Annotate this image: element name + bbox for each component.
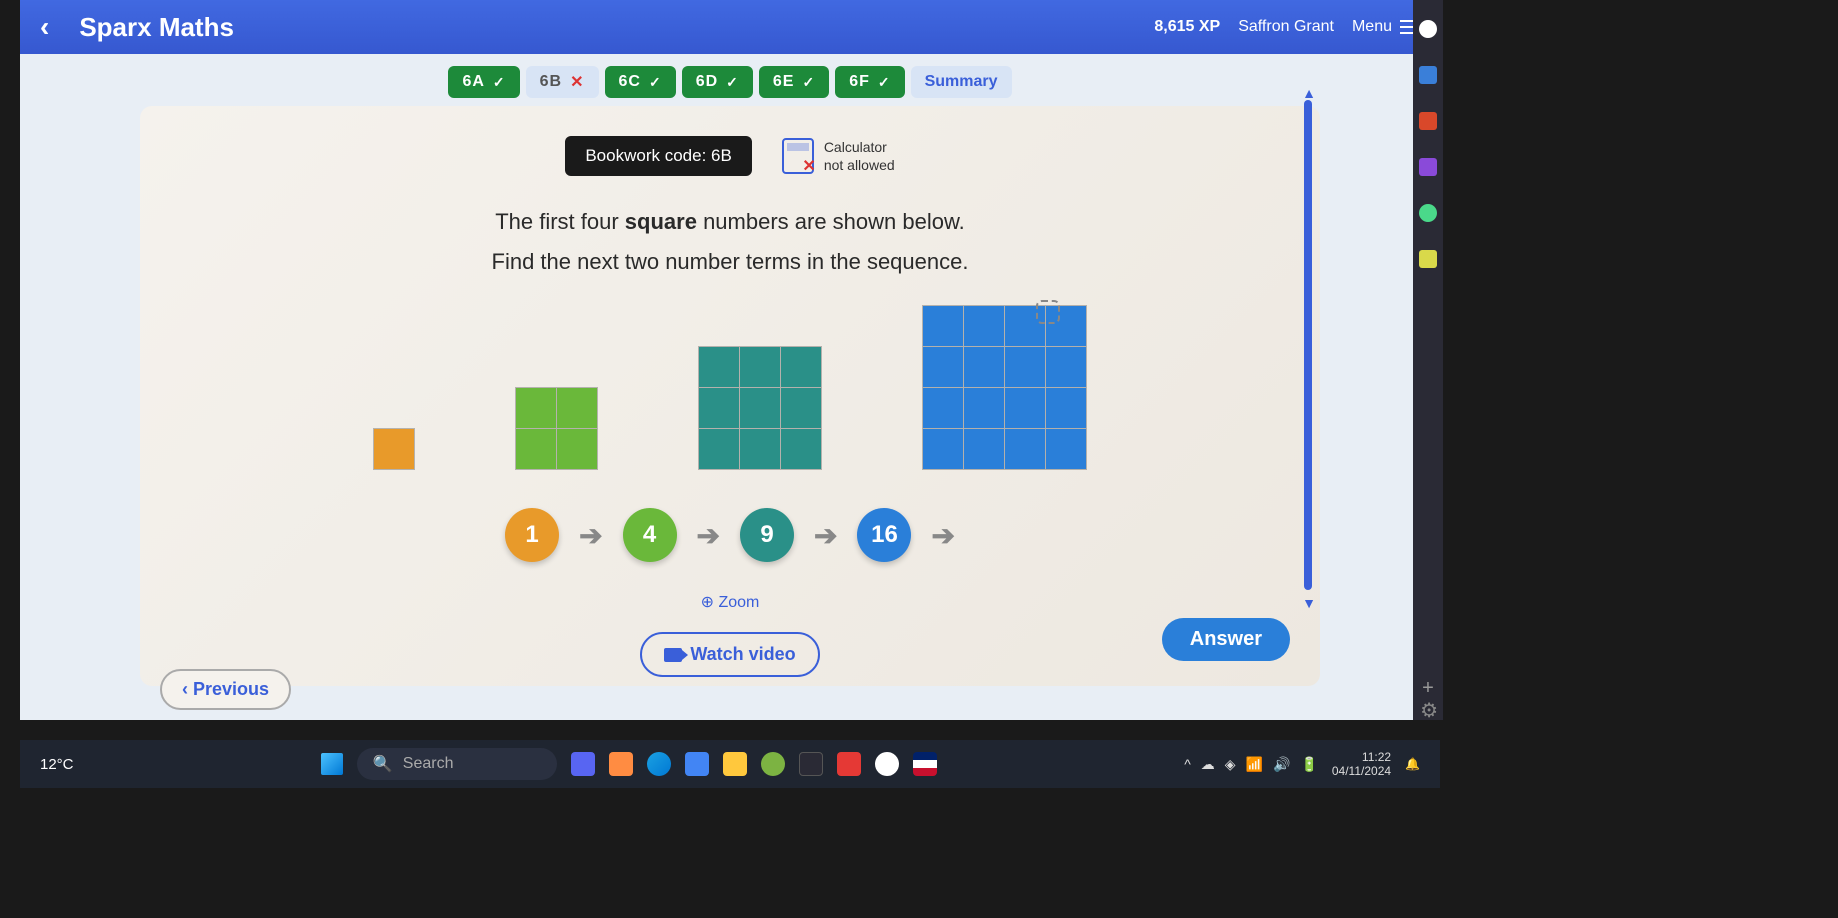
arrow-icon: ➔ (579, 519, 602, 552)
zoom-button[interactable]: Zoom (180, 592, 1280, 612)
edge-sidebar: + (1413, 0, 1443, 720)
notification-icon[interactable]: 🔔 (1405, 757, 1420, 771)
grid-2x2 (515, 387, 598, 470)
grid-3x3 (698, 346, 822, 470)
scroll-down-icon[interactable]: ▼ (1302, 595, 1316, 611)
file-explorer-icon[interactable] (723, 752, 747, 776)
grid-4x4 (922, 305, 1087, 470)
volume-icon[interactable]: 🔊 (1273, 756, 1290, 773)
windows-taskbar: 12°C 🔍 Search ^ ☁ ◈ 📶 🔊 🔋 11:22 04/11/20… (20, 740, 1440, 788)
tab-6a[interactable]: 6A✓ (448, 66, 519, 98)
question-card: Bookwork code: 6B Calculator not allowed… (140, 106, 1320, 686)
lens-icon[interactable] (1036, 300, 1060, 324)
header-bar: ‹ Sparx Maths 8,615 XP Saffron Grant Men… (20, 0, 1440, 54)
number-4: 4 (623, 508, 677, 562)
previous-button[interactable]: ‹ Previous (160, 669, 291, 710)
square-2 (515, 387, 598, 488)
question-line-2: Find the next two number terms in the se… (180, 249, 1280, 275)
answer-button[interactable]: Answer (1162, 618, 1290, 661)
header-right: 8,615 XP Saffron Grant Menu (1154, 18, 1420, 36)
calculator-icon (782, 138, 814, 174)
menu-label: Menu (1352, 18, 1392, 36)
number-1: 1 (505, 508, 559, 562)
tab-6d[interactable]: 6D✓ (682, 66, 753, 98)
taskbar-app-icon[interactable] (761, 752, 785, 776)
sidebar-app-icon[interactable] (1419, 158, 1437, 176)
uk-flag-icon[interactable] (913, 752, 937, 776)
edge-icon[interactable] (647, 752, 671, 776)
chrome-icon[interactable] (875, 752, 899, 776)
app-screen: ‹ Sparx Maths 8,615 XP Saffron Grant Men… (20, 0, 1440, 720)
check-icon: ✓ (726, 74, 739, 91)
scroll-up-icon[interactable]: ▲ (1302, 85, 1316, 101)
tabs-row: 6A✓ 6B✕ 6C✓ 6D✓ 6E✓ 6F✓ Summary (20, 54, 1440, 106)
copilot-icon[interactable] (609, 752, 633, 776)
numbers-row: 1 ➔ 4 ➔ 9 ➔ 16 ➔ (180, 508, 1280, 562)
check-icon: ✓ (649, 74, 662, 91)
search-icon: 🔍 (373, 754, 393, 774)
grid-1x1 (373, 428, 415, 470)
cross-icon: ✕ (570, 72, 584, 92)
taskbar-app-icon[interactable] (571, 752, 595, 776)
sidebar-app-icon[interactable] (1419, 204, 1437, 222)
taskbar-center: 🔍 Search (321, 748, 937, 780)
tab-6e[interactable]: 6E✓ (759, 66, 829, 98)
tab-6c[interactable]: 6C✓ (605, 66, 676, 98)
battery-icon[interactable]: 🔋 (1300, 756, 1317, 773)
taskbar-app-icon[interactable] (799, 752, 823, 776)
info-row: Bookwork code: 6B Calculator not allowed (180, 136, 1280, 176)
system-tray: ^ ☁ ◈ 📶 🔊 🔋 11:22 04/11/2024 🔔 (1184, 750, 1420, 779)
number-16: 16 (857, 508, 911, 562)
tab-6b[interactable]: 6B✕ (526, 66, 599, 98)
watch-video-button[interactable]: Watch video (640, 632, 819, 677)
number-9: 9 (740, 508, 794, 562)
calculator-status: Calculator not allowed (782, 138, 895, 174)
weather-widget[interactable]: 12°C (40, 756, 74, 773)
wifi-icon[interactable]: 📶 (1246, 756, 1263, 773)
check-icon: ✓ (802, 74, 815, 91)
square-1 (373, 428, 415, 488)
arrow-icon: ➔ (931, 519, 954, 552)
video-icon (664, 648, 682, 662)
location-icon[interactable]: ◈ (1225, 756, 1236, 773)
cloud-icon[interactable]: ☁ (1201, 756, 1215, 773)
square-3 (698, 346, 822, 488)
clock[interactable]: 11:22 04/11/2024 (1332, 750, 1391, 779)
question-line-1: The first four square numbers are shown … (180, 204, 1280, 239)
tray-icons[interactable]: ^ ☁ ◈ 📶 🔊 🔋 (1184, 756, 1318, 773)
sidebar-app-icon[interactable] (1419, 66, 1437, 84)
youtube-icon[interactable] (837, 752, 861, 776)
check-icon: ✓ (878, 74, 891, 91)
squares-diagram (180, 305, 1280, 488)
brand-title: Sparx Maths (79, 12, 234, 43)
calculator-text: Calculator not allowed (824, 138, 895, 174)
taskbar-search[interactable]: 🔍 Search (357, 748, 557, 780)
start-button[interactable] (321, 753, 343, 775)
menu-button[interactable]: Menu (1352, 18, 1420, 36)
bookwork-code: Bookwork code: 6B (565, 136, 751, 176)
username: Saffron Grant (1238, 18, 1334, 36)
back-button[interactable]: ‹ (40, 11, 49, 43)
chevron-up-icon[interactable]: ^ (1184, 756, 1191, 773)
plus-icon[interactable]: + (1422, 677, 1434, 700)
check-icon: ✓ (493, 74, 506, 91)
scrollbar[interactable] (1304, 100, 1312, 590)
arrow-icon: ➔ (814, 519, 837, 552)
sidebar-app-icon[interactable] (1419, 112, 1437, 130)
tab-6f[interactable]: 6F✓ (835, 66, 904, 98)
gear-icon[interactable]: ⚙ (1420, 698, 1438, 723)
square-4 (922, 305, 1087, 488)
search-icon[interactable] (1419, 20, 1437, 38)
sidebar-app-icon[interactable] (1419, 250, 1437, 268)
tab-summary[interactable]: Summary (911, 66, 1012, 98)
arrow-icon: ➔ (697, 519, 720, 552)
xp-count: 8,615 XP (1154, 18, 1220, 36)
taskbar-app-icon[interactable] (685, 752, 709, 776)
